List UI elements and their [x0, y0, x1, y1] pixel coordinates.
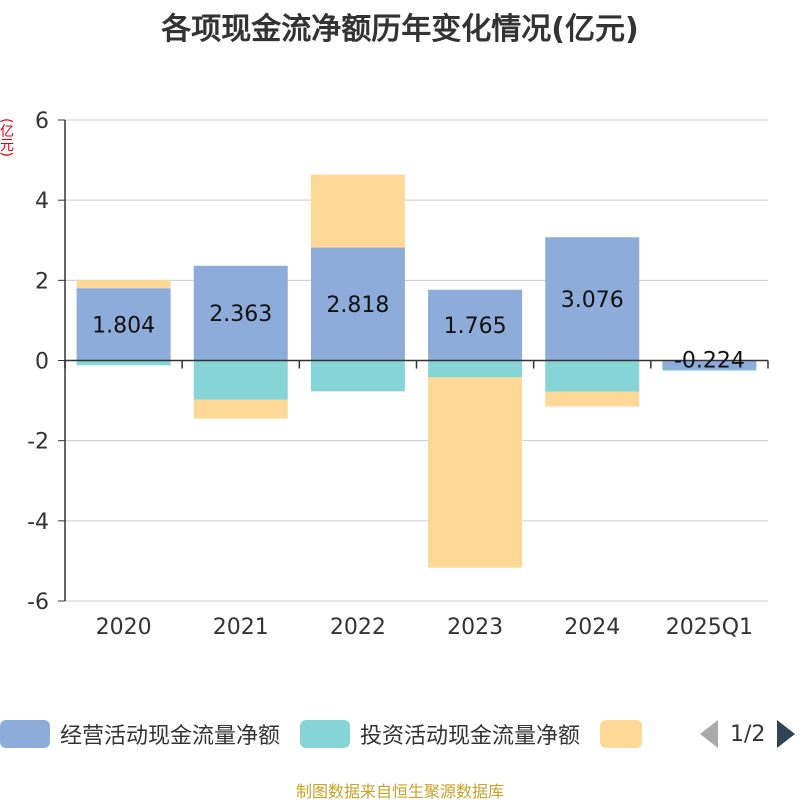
- legend-swatch-third: [600, 720, 643, 748]
- bar-series2-2020: [76, 280, 171, 289]
- data-label: 2.363: [209, 302, 272, 327]
- y-tick-label: 6: [35, 109, 49, 134]
- bar-series2-2023: [428, 377, 523, 568]
- bar-series0-2022: [310, 247, 405, 361]
- legend-item-operating[interactable]: 经营活动现金流量净额: [0, 718, 280, 750]
- x-tick-label: 2021: [213, 615, 269, 640]
- legend-prev-page-icon[interactable]: [700, 720, 718, 748]
- bar-series0-2023: [428, 289, 523, 361]
- legend-item-third[interactable]: [600, 720, 652, 748]
- bar-series1-2021: [193, 360, 288, 400]
- data-label: 1.765: [444, 314, 507, 339]
- y-axis-unit-label: (亿元): [0, 118, 14, 157]
- data-label: 1.804: [92, 313, 155, 338]
- x-tick-label: 2022: [330, 615, 386, 640]
- bar-series1-2024: [545, 360, 640, 392]
- bar-series2-2021: [193, 399, 288, 419]
- legend-item-investing[interactable]: 投资活动现金流量净额: [300, 718, 580, 750]
- y-tick-label: 4: [35, 189, 49, 214]
- legend-page-indicator: 1/2: [730, 721, 766, 747]
- source-note: 制图数据来自恒生聚源数据库: [295, 782, 504, 801]
- x-tick-label: 2024: [564, 615, 620, 640]
- bar-series1-2020: [76, 360, 171, 366]
- y-tick-label: 2: [35, 269, 49, 294]
- data-label: 2.818: [326, 293, 389, 318]
- legend-label-investing: 投资活动现金流量净额: [360, 724, 581, 749]
- x-tick-label: 2023: [447, 615, 503, 640]
- y-tick-label: -4: [27, 510, 49, 535]
- legend-next-page-icon[interactable]: [777, 720, 796, 748]
- legend-pager: 1/2: [700, 716, 796, 752]
- data-label: -0.224: [674, 348, 745, 373]
- y-tick-label: -6: [27, 590, 49, 615]
- x-tick-label: 2020: [96, 615, 152, 640]
- x-tick-label: 2025Q1: [666, 615, 753, 640]
- bar-series1-2023: [428, 360, 523, 378]
- legend: 经营活动现金流量净额 投资活动现金流量净额: [0, 716, 672, 752]
- y-tick-label: 0: [35, 350, 49, 375]
- data-label: 3.076: [561, 288, 624, 313]
- bar-series0-2021: [193, 265, 288, 361]
- bar-series2-2024: [545, 391, 640, 407]
- legend-label-operating: 经营活动现金流量净额: [60, 724, 281, 749]
- bar-series2-2022: [310, 174, 405, 248]
- legend-swatch-investing: [300, 720, 351, 748]
- bar-series1-2022: [310, 360, 405, 392]
- bar-series0-2025Q1: [662, 360, 757, 370]
- legend-swatch-operating: [0, 720, 50, 748]
- bar-series0-2024: [545, 237, 640, 361]
- chart-title: 各项现金流净额历年变化情况(亿元): [161, 12, 639, 47]
- bar-series1-2025Q1: [662, 369, 757, 371]
- y-tick-label: -2: [27, 430, 49, 455]
- bar-series0-2020: [76, 288, 171, 361]
